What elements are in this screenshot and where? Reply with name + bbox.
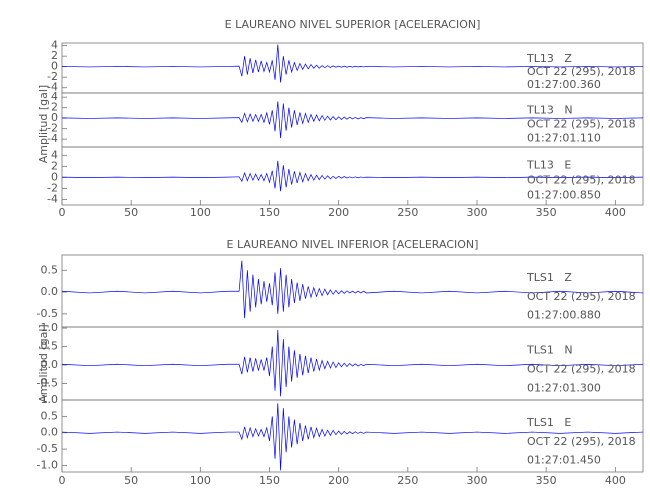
station-label: TLS1 E xyxy=(526,416,571,429)
chart-title: E LAUREANO NIVEL INFERIOR [ACELERACION] xyxy=(227,238,479,251)
x-tick-label: 0 xyxy=(59,474,66,487)
x-tick-label: 350 xyxy=(536,206,557,219)
x-tick-label: 0 xyxy=(59,206,66,219)
x-tick-label: 350 xyxy=(536,474,557,487)
y-tick-label: -4 xyxy=(47,81,58,94)
y-tick-label: 0.0 xyxy=(41,358,59,371)
station-label: TLS1 Z xyxy=(526,271,572,284)
y-tick-label: 0.5 xyxy=(41,409,59,422)
trace xyxy=(61,101,644,139)
x-tick-label: 50 xyxy=(124,206,138,219)
y-tick-label: -2 xyxy=(47,122,58,135)
time-label: 01:27:00.360 xyxy=(527,78,601,91)
y-tick-label: 0.5 xyxy=(41,340,59,353)
x-tick-label: 250 xyxy=(397,206,418,219)
panel-frame xyxy=(61,399,644,473)
x-tick-label: 50 xyxy=(124,474,138,487)
y-tick-label: -4 xyxy=(47,192,58,205)
y-tick-label: 0 xyxy=(51,60,58,73)
y-tick-label: 0.0 xyxy=(41,426,59,439)
x-tick-label: 400 xyxy=(605,474,626,487)
trace xyxy=(61,329,644,397)
x-tick-label: 300 xyxy=(467,206,488,219)
y-tick-label: 1.0 xyxy=(41,321,59,334)
y-tick-label: 0 xyxy=(51,111,58,124)
date-label: OCT 22 (295), 2018 xyxy=(527,174,636,187)
x-tick-label: 100 xyxy=(190,474,211,487)
date-label: OCT 22 (295), 2018 xyxy=(527,117,636,130)
time-label: 01:27:01.110 xyxy=(527,131,601,144)
time-label: 01:27:01.450 xyxy=(527,453,601,466)
date-label: OCT 22 (295), 2018 xyxy=(527,435,636,448)
x-tick-label: 400 xyxy=(605,206,626,219)
y-tick-label: -0.5 xyxy=(37,442,58,455)
y-tick-label: -1.0 xyxy=(37,458,58,471)
date-label: OCT 22 (295), 2018 xyxy=(527,65,636,78)
time-label: 01:27:01.300 xyxy=(527,381,601,394)
station-label: TLS1 N xyxy=(526,343,573,356)
y-tick-label: -4 xyxy=(47,132,58,145)
x-tick-label: 200 xyxy=(328,206,349,219)
panel-frame xyxy=(61,146,644,206)
y-tick-label: -0.5 xyxy=(37,307,58,320)
trace xyxy=(61,160,644,192)
y-tick-label: 2 xyxy=(51,49,58,62)
trace xyxy=(61,260,644,319)
y-axis-label: Amplitud [gal] xyxy=(37,85,50,163)
time-label: 01:27:00.880 xyxy=(527,308,601,321)
y-tick-label: 4 xyxy=(51,148,58,161)
y-tick-label: -0.5 xyxy=(37,376,58,389)
y-tick-label: 0.5 xyxy=(41,263,59,276)
x-tick-label: 200 xyxy=(328,474,349,487)
x-tick-label: 300 xyxy=(467,474,488,487)
date-label: OCT 22 (295), 2018 xyxy=(527,290,636,303)
y-tick-label: 4 xyxy=(51,39,58,52)
time-label: 01:27:00.850 xyxy=(527,189,601,202)
y-axis-label: Amplitud [gal] xyxy=(37,324,50,402)
station-label: TL13 E xyxy=(526,159,571,172)
y-tick-label: -2 xyxy=(47,70,58,83)
station-label: TL13 Z xyxy=(526,52,572,65)
y-tick-label: 2 xyxy=(51,101,58,114)
x-tick-label: 150 xyxy=(259,206,280,219)
trace xyxy=(61,403,644,471)
y-tick-label: 4 xyxy=(51,90,58,103)
x-tick-label: 100 xyxy=(190,206,211,219)
y-tick-label: 2 xyxy=(51,159,58,172)
y-tick-label: 1.0 xyxy=(41,393,59,406)
y-tick-label: 0.0 xyxy=(41,285,59,298)
chart-title: E LAUREANO NIVEL SUPERIOR [ACELERACION] xyxy=(225,18,481,31)
y-tick-label: -2 xyxy=(47,181,58,194)
y-tick-label: 0 xyxy=(51,170,58,183)
x-tick-label: 250 xyxy=(397,474,418,487)
station-label: TL13 N xyxy=(526,103,573,116)
date-label: OCT 22 (295), 2018 xyxy=(527,362,636,375)
trace xyxy=(61,44,644,83)
x-tick-label: 150 xyxy=(259,474,280,487)
